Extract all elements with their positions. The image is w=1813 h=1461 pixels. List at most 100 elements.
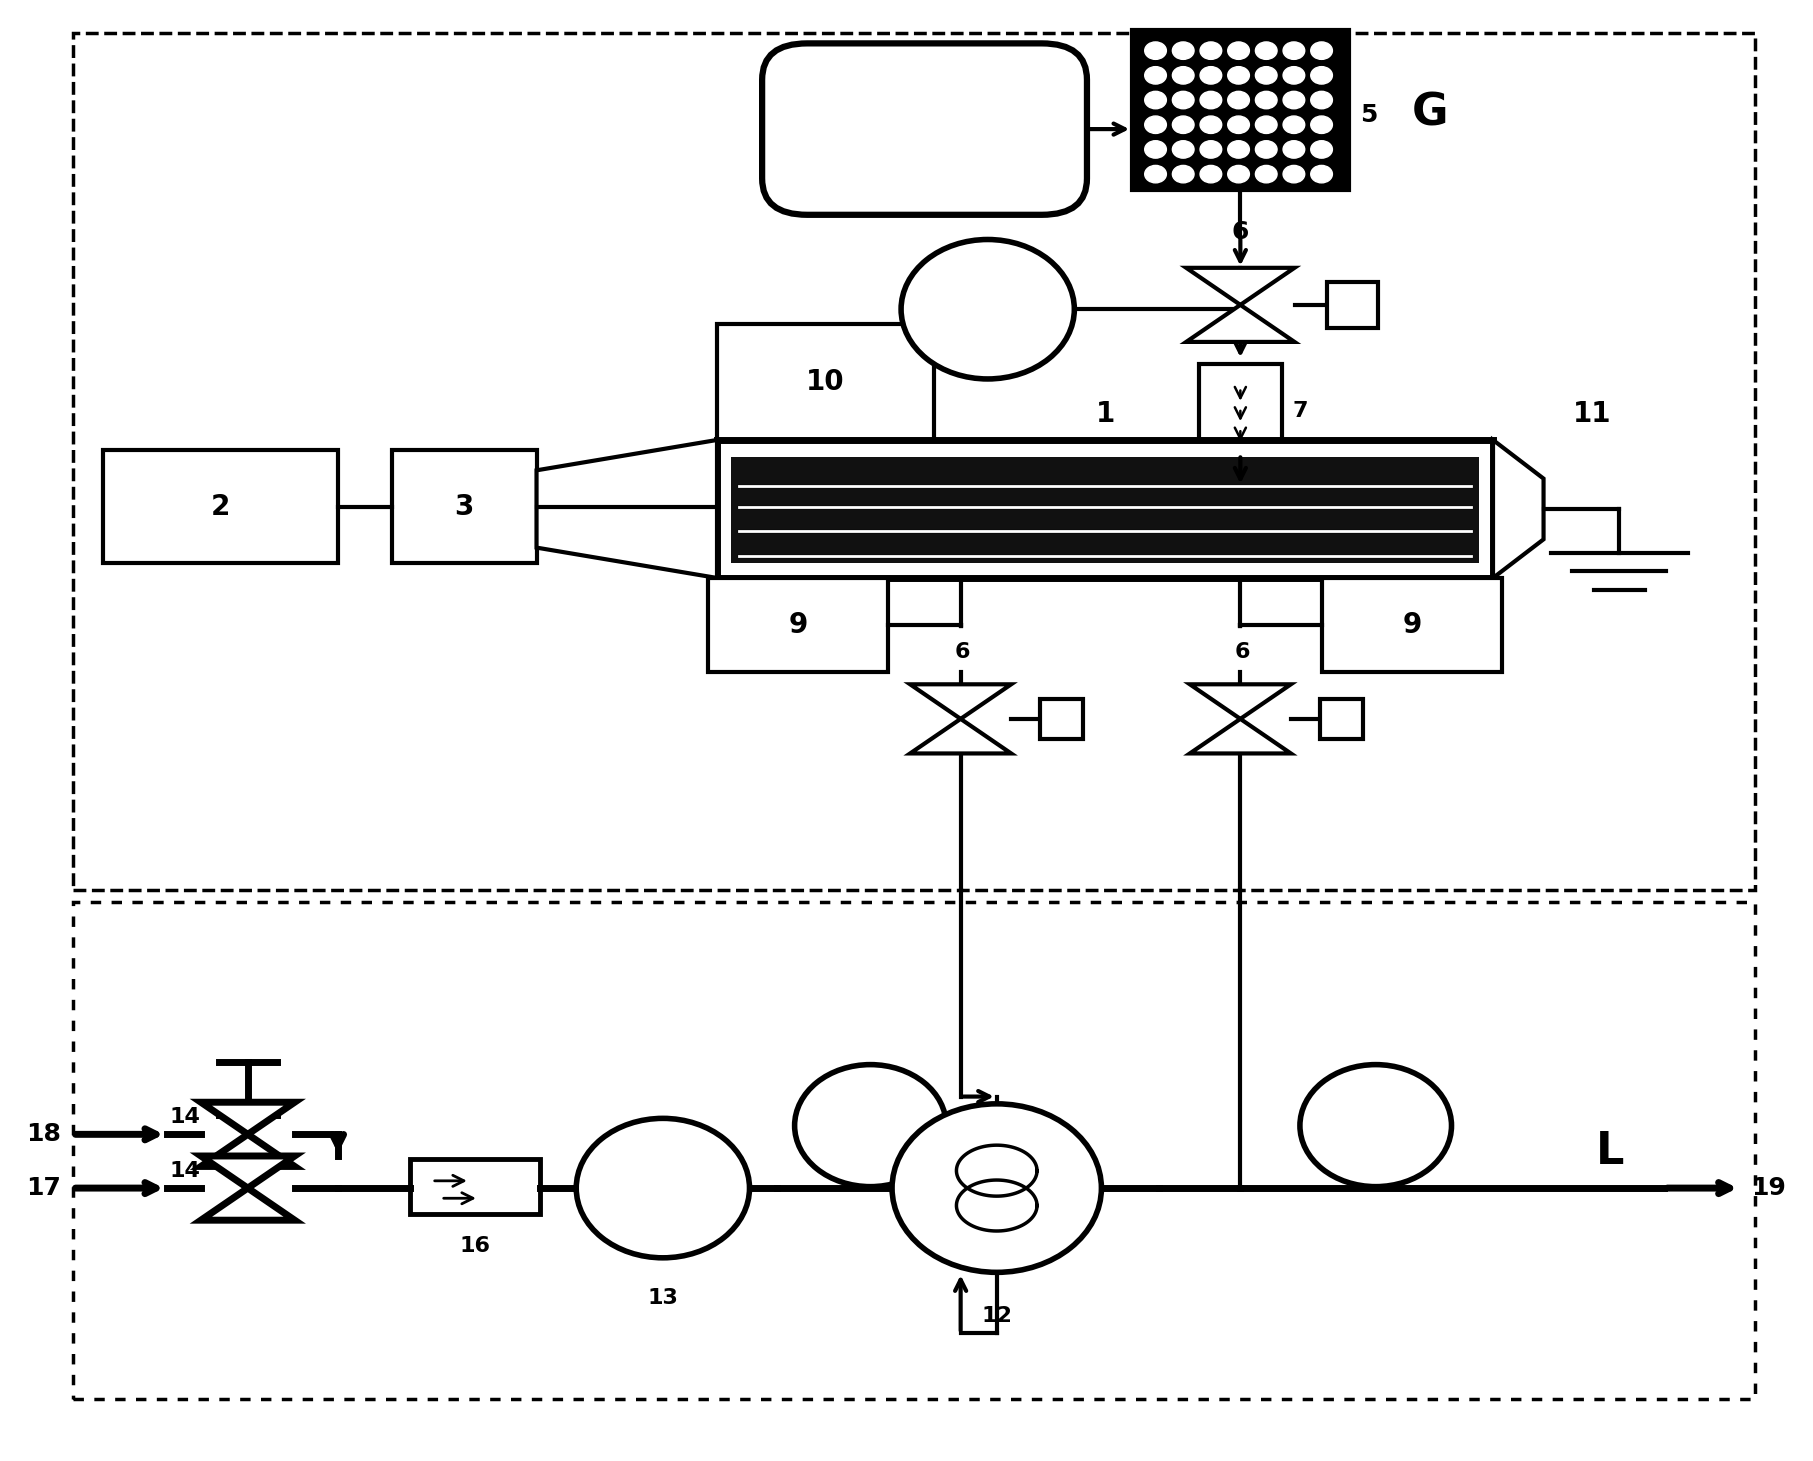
Bar	[73, 34, 1755, 890]
Circle shape	[1227, 115, 1249, 133]
Circle shape	[1144, 42, 1166, 60]
Circle shape	[1311, 92, 1333, 108]
Text: 1: 1	[1095, 400, 1115, 428]
Circle shape	[794, 1065, 946, 1186]
Circle shape	[1300, 1065, 1452, 1186]
Text: 2: 2	[210, 492, 230, 520]
Text: 19: 19	[1751, 1176, 1786, 1199]
Circle shape	[1173, 42, 1195, 60]
Polygon shape	[1189, 719, 1291, 754]
Circle shape	[892, 1105, 1102, 1273]
Circle shape	[1173, 92, 1195, 108]
Bar	[716, 440, 1494, 579]
Bar	[731, 457, 1479, 564]
Polygon shape	[201, 1134, 296, 1166]
Text: 9: 9	[789, 611, 809, 638]
Text: 13: 13	[647, 1289, 678, 1309]
Circle shape	[1144, 165, 1166, 183]
Circle shape	[1311, 42, 1333, 60]
Circle shape	[1311, 67, 1333, 85]
Text: 12: 12	[981, 1306, 1012, 1327]
Circle shape	[1284, 115, 1305, 133]
Text: 5: 5	[1360, 102, 1378, 127]
Text: 18: 18	[27, 1122, 62, 1147]
Text: G: G	[1412, 92, 1449, 134]
Circle shape	[1144, 67, 1166, 85]
Text: 15: 15	[1360, 1116, 1391, 1135]
Bar	[1131, 31, 1349, 190]
Circle shape	[577, 1118, 749, 1258]
Circle shape	[1173, 67, 1195, 85]
Circle shape	[1227, 165, 1249, 183]
Circle shape	[1311, 165, 1333, 183]
FancyBboxPatch shape	[761, 44, 1088, 215]
Circle shape	[1227, 92, 1249, 108]
Bar	[73, 901, 1755, 1398]
Circle shape	[1255, 165, 1276, 183]
Bar	[1327, 282, 1378, 329]
Circle shape	[1144, 92, 1166, 108]
Text: 9: 9	[1401, 611, 1421, 638]
Circle shape	[1227, 140, 1249, 158]
Circle shape	[1227, 42, 1249, 60]
Text: 6: 6	[1231, 219, 1249, 244]
Circle shape	[1200, 165, 1222, 183]
Circle shape	[1284, 92, 1305, 108]
Circle shape	[1173, 165, 1195, 183]
Text: 8: 8	[977, 295, 997, 323]
Circle shape	[1255, 140, 1276, 158]
Text: 15: 15	[856, 1116, 887, 1135]
Polygon shape	[1186, 267, 1294, 305]
Circle shape	[1144, 140, 1166, 158]
Text: 6: 6	[955, 643, 970, 662]
Circle shape	[1173, 140, 1195, 158]
Polygon shape	[1494, 440, 1543, 579]
Circle shape	[1311, 140, 1333, 158]
Text: 6: 6	[1235, 643, 1249, 662]
Text: 16: 16	[461, 1236, 491, 1256]
Polygon shape	[201, 1156, 296, 1188]
Text: 10: 10	[807, 368, 845, 396]
Text: 14: 14	[169, 1107, 199, 1126]
Circle shape	[901, 240, 1075, 378]
Text: 3: 3	[455, 492, 473, 520]
Circle shape	[1227, 67, 1249, 85]
Circle shape	[1144, 115, 1166, 133]
Text: 11: 11	[1574, 400, 1612, 428]
Circle shape	[1284, 42, 1305, 60]
Circle shape	[1200, 115, 1222, 133]
Text: 7: 7	[1293, 400, 1307, 421]
Polygon shape	[1189, 684, 1291, 719]
Polygon shape	[1186, 305, 1294, 342]
Circle shape	[1200, 140, 1222, 158]
Circle shape	[1255, 67, 1276, 85]
Polygon shape	[201, 1102, 296, 1134]
Bar	[716, 324, 934, 440]
Circle shape	[1173, 115, 1195, 133]
Text: L: L	[1595, 1131, 1624, 1173]
Bar	[103, 450, 337, 564]
Bar	[410, 1159, 540, 1214]
Bar	[392, 450, 537, 564]
Circle shape	[1311, 115, 1333, 133]
Circle shape	[1284, 140, 1305, 158]
Bar	[1041, 698, 1084, 739]
Polygon shape	[201, 1188, 296, 1220]
Text: 4: 4	[914, 114, 936, 143]
Circle shape	[1255, 115, 1276, 133]
Text: 17: 17	[27, 1176, 62, 1199]
Bar	[1198, 364, 1282, 454]
Bar	[1322, 579, 1501, 672]
Circle shape	[1255, 92, 1276, 108]
Circle shape	[1284, 67, 1305, 85]
Polygon shape	[537, 440, 716, 579]
Polygon shape	[910, 719, 1012, 754]
Circle shape	[1284, 165, 1305, 183]
Polygon shape	[910, 684, 1012, 719]
Circle shape	[1200, 92, 1222, 108]
Bar	[1320, 698, 1363, 739]
Circle shape	[1200, 67, 1222, 85]
Bar	[709, 579, 888, 672]
Text: 14: 14	[169, 1160, 199, 1180]
Circle shape	[1255, 42, 1276, 60]
